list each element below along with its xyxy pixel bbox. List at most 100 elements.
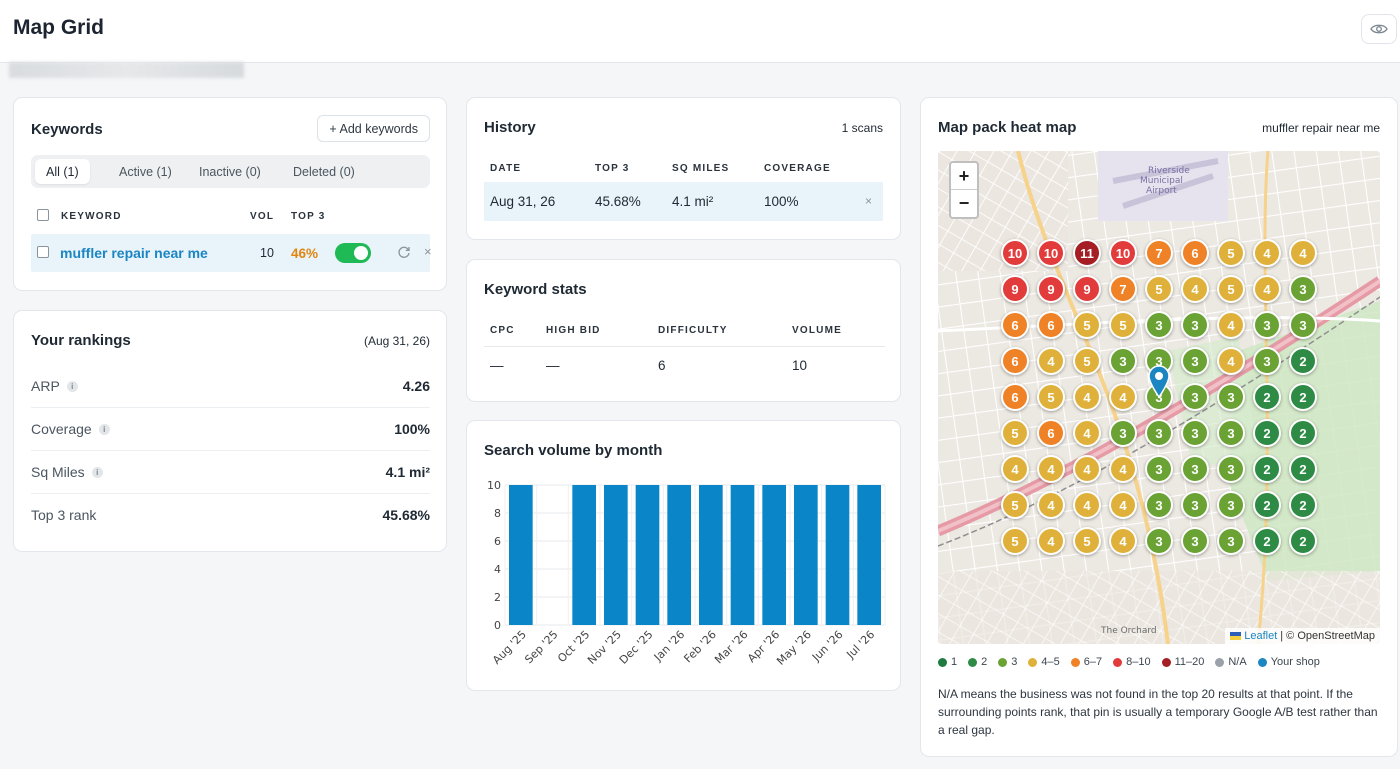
heatmap-pin[interactable]: 4 [1037, 491, 1065, 519]
zoom-out-button[interactable]: − [958, 193, 970, 213]
map-view[interactable]: Riverside Municipal Airport The Orchard + … [938, 151, 1380, 644]
heatmap-pin[interactable]: 4 [1073, 491, 1101, 519]
heatmap-pin[interactable]: 4 [1253, 239, 1281, 267]
heatmap-pin[interactable]: 4 [1109, 383, 1137, 411]
heatmap-pin[interactable]: 3 [1145, 491, 1173, 519]
heatmap-pin[interactable]: 4 [1217, 311, 1245, 339]
heatmap-pin[interactable]: 3 [1181, 491, 1209, 519]
chart-bar[interactable] [762, 485, 786, 625]
tab-inactive[interactable]: Inactive (0) [199, 164, 261, 179]
heatmap-pin[interactable]: 2 [1253, 383, 1281, 411]
heatmap-pin[interactable]: 9 [1073, 275, 1101, 303]
heatmap-pin[interactable]: 6 [1037, 311, 1065, 339]
heatmap-pin[interactable]: 4 [1037, 455, 1065, 483]
chart-bar[interactable] [572, 485, 596, 625]
heatmap-pin[interactable]: 4 [1109, 527, 1137, 555]
chart-bar[interactable] [667, 485, 691, 625]
heatmap-pin[interactable]: 4 [1217, 347, 1245, 375]
heatmap-pin[interactable]: 2 [1253, 419, 1281, 447]
keyword-row[interactable]: muffler repair near me 10 46% × [31, 234, 432, 272]
heatmap-pin[interactable]: 3 [1217, 455, 1245, 483]
keyword-enabled-toggle[interactable] [335, 243, 371, 263]
heatmap-pin[interactable]: 5 [1217, 275, 1245, 303]
tab-all[interactable]: All (1) [35, 159, 90, 184]
select-all-checkbox[interactable] [37, 209, 49, 221]
info-icon[interactable]: i [98, 423, 110, 435]
heatmap-pin[interactable]: 5 [1037, 383, 1065, 411]
heatmap-pin[interactable]: 5 [1001, 419, 1029, 447]
chart-bar[interactable] [509, 485, 533, 625]
leaflet-link[interactable]: Leaflet [1244, 630, 1278, 642]
heatmap-pin[interactable]: 4 [1073, 383, 1101, 411]
heatmap-pin[interactable]: 5 [1073, 527, 1101, 555]
heatmap-pin[interactable]: 4 [1181, 275, 1209, 303]
heatmap-pin[interactable]: 9 [1001, 275, 1029, 303]
chart-bar[interactable] [825, 485, 850, 625]
heatmap-pin[interactable]: 2 [1253, 527, 1281, 555]
heatmap-pin[interactable]: 3 [1145, 311, 1173, 339]
heatmap-pin[interactable]: 2 [1289, 527, 1317, 555]
heatmap-pin[interactable]: 9 [1037, 275, 1065, 303]
your-shop-marker[interactable] [1147, 364, 1171, 398]
heatmap-pin[interactable]: 4 [1109, 491, 1137, 519]
heatmap-pin[interactable]: 5 [1109, 311, 1137, 339]
heatmap-pin[interactable]: 3 [1289, 311, 1317, 339]
heatmap-pin[interactable]: 4 [1073, 419, 1101, 447]
heatmap-pin[interactable]: 5 [1073, 347, 1101, 375]
heatmap-pin[interactable]: 3 [1109, 419, 1137, 447]
heatmap-pin[interactable]: 10 [1109, 239, 1137, 267]
heatmap-pin[interactable]: 3 [1181, 419, 1209, 447]
chart-bar[interactable] [699, 485, 723, 625]
heatmap-pin[interactable]: 2 [1289, 455, 1317, 483]
heatmap-pin[interactable]: 4 [1289, 239, 1317, 267]
heatmap-pin[interactable]: 3 [1181, 455, 1209, 483]
heatmap-pin[interactable]: 2 [1289, 383, 1317, 411]
heatmap-pin[interactable]: 2 [1253, 491, 1281, 519]
heatmap-pin[interactable]: 3 [1145, 419, 1173, 447]
heatmap-pin[interactable]: 3 [1181, 347, 1209, 375]
heatmap-pin[interactable]: 3 [1253, 311, 1281, 339]
heatmap-pin[interactable]: 3 [1181, 527, 1209, 555]
heatmap-pin[interactable]: 6 [1037, 419, 1065, 447]
heatmap-pin[interactable]: 5 [1001, 491, 1029, 519]
heatmap-pin[interactable]: 6 [1001, 347, 1029, 375]
heatmap-pin[interactable]: 3 [1145, 455, 1173, 483]
heatmap-pin[interactable]: 3 [1181, 311, 1209, 339]
heatmap-pin[interactable]: 7 [1145, 239, 1173, 267]
history-row[interactable]: Aug 31, 26 45.68% 4.1 mi² 100% × [484, 182, 883, 221]
heatmap-pin[interactable]: 2 [1289, 491, 1317, 519]
heatmap-pin[interactable]: 2 [1289, 347, 1317, 375]
heatmap-pin[interactable]: 5 [1073, 311, 1101, 339]
info-icon[interactable]: i [91, 466, 103, 478]
heatmap-pin[interactable]: 2 [1289, 419, 1317, 447]
heatmap-pin[interactable]: 3 [1217, 383, 1245, 411]
heatmap-pin[interactable]: 10 [1001, 239, 1029, 267]
heatmap-pin[interactable]: 6 [1181, 239, 1209, 267]
add-keywords-button[interactable]: + Add keywords [317, 115, 430, 142]
chart-bar[interactable] [730, 485, 755, 625]
chart-bar[interactable] [635, 485, 660, 625]
heatmap-pin[interactable]: 11 [1073, 239, 1101, 267]
refresh-icon[interactable] [397, 245, 411, 259]
heatmap-pin[interactable]: 4 [1253, 275, 1281, 303]
delete-scan-icon[interactable]: × [864, 194, 872, 208]
heatmap-pin[interactable]: 4 [1037, 527, 1065, 555]
zoom-in-button[interactable]: + [951, 163, 977, 190]
heatmap-pin[interactable]: 3 [1289, 275, 1317, 303]
info-icon[interactable]: i [66, 380, 78, 392]
heatmap-pin[interactable]: 4 [1073, 455, 1101, 483]
chart-bar[interactable] [794, 485, 818, 625]
heatmap-pin[interactable]: 4 [1037, 347, 1065, 375]
heatmap-pin[interactable]: 2 [1253, 455, 1281, 483]
heatmap-pin[interactable]: 3 [1217, 419, 1245, 447]
tab-active[interactable]: Active (1) [119, 164, 172, 179]
heatmap-pin[interactable]: 3 [1181, 383, 1209, 411]
heatmap-pin[interactable]: 4 [1109, 455, 1137, 483]
heatmap-pin[interactable]: 3 [1217, 491, 1245, 519]
heatmap-pin[interactable]: 6 [1001, 311, 1029, 339]
heatmap-pin[interactable]: 3 [1109, 347, 1137, 375]
heatmap-pin[interactable]: 7 [1109, 275, 1137, 303]
remove-keyword-icon[interactable]: × [424, 244, 432, 259]
heatmap-pin[interactable]: 4 [1001, 455, 1029, 483]
chart-bar[interactable] [857, 485, 881, 625]
